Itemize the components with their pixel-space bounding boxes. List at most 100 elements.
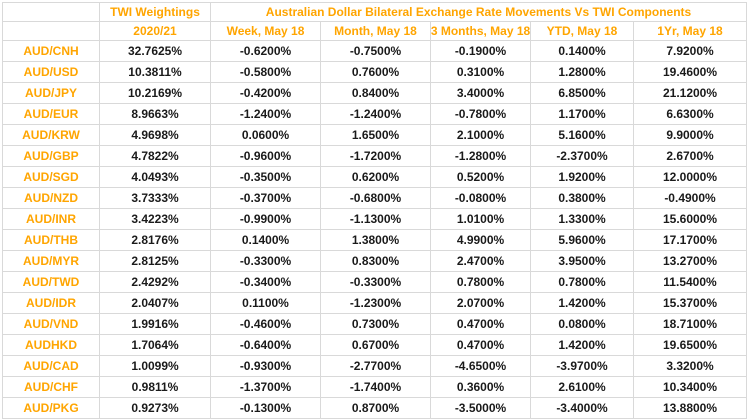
value-cell: 18.7100% (634, 314, 747, 335)
value-cell: 0.0800% (531, 314, 634, 335)
value-cell: 1.9916% (100, 314, 211, 335)
value-cell: 1.2800% (531, 62, 634, 83)
value-cell: 0.9811% (100, 377, 211, 398)
value-cell: 0.6200% (321, 167, 431, 188)
value-cell: 10.2169% (100, 83, 211, 104)
value-cell: 4.9900% (431, 230, 531, 251)
value-cell: -0.9300% (211, 356, 321, 377)
value-cell: 9.9000% (634, 125, 747, 146)
value-cell: 21.1200% (634, 83, 747, 104)
value-cell: -0.6400% (211, 335, 321, 356)
value-cell: 3.3200% (634, 356, 747, 377)
value-cell: 5.9600% (531, 230, 634, 251)
value-cell: -2.3700% (531, 146, 634, 167)
value-cell: 3.4000% (431, 83, 531, 104)
row-label-aud-chf: AUD/CHF (3, 377, 100, 398)
value-cell: 0.3600% (431, 377, 531, 398)
value-cell: 3.9500% (531, 251, 634, 272)
value-cell: 0.5200% (431, 167, 531, 188)
col-header-1yr: 1Yr, May 18 (634, 22, 747, 41)
value-cell: 0.4700% (431, 314, 531, 335)
col-header-ytd: YTD, May 18 (531, 22, 634, 41)
value-cell: 0.9273% (100, 398, 211, 419)
col-header-week: Week, May 18 (211, 22, 321, 41)
value-cell: 1.4200% (531, 335, 634, 356)
value-cell: 0.3100% (431, 62, 531, 83)
value-cell: -0.4600% (211, 314, 321, 335)
value-cell: -0.3300% (321, 272, 431, 293)
value-cell: 0.7800% (531, 272, 634, 293)
value-cell: -0.3400% (211, 272, 321, 293)
row-label-aud-cad: AUD/CAD (3, 356, 100, 377)
value-cell: 15.6000% (634, 209, 747, 230)
value-cell: 3.7333% (100, 188, 211, 209)
row-label-aud-sgd: AUD/SGD (3, 167, 100, 188)
corner-cell (3, 3, 100, 22)
value-cell: -3.4000% (531, 398, 634, 419)
value-cell: 1.3300% (531, 209, 634, 230)
value-cell: 11.5400% (634, 272, 747, 293)
value-cell: 0.6700% (321, 335, 431, 356)
value-cell: 0.7800% (431, 272, 531, 293)
value-cell: -3.9700% (531, 356, 634, 377)
value-cell: -0.3500% (211, 167, 321, 188)
value-cell: 0.8700% (321, 398, 431, 419)
value-cell: 0.7300% (321, 314, 431, 335)
value-cell: 10.3811% (100, 62, 211, 83)
value-cell: 13.2700% (634, 251, 747, 272)
value-cell: -1.1300% (321, 209, 431, 230)
value-cell: 6.6300% (634, 104, 747, 125)
value-cell: 2.4292% (100, 272, 211, 293)
row-label-aud-myr: AUD/MYR (3, 251, 100, 272)
value-cell: -0.4200% (211, 83, 321, 104)
value-cell: -1.2400% (211, 104, 321, 125)
row-label-aud-vnd: AUD/VND (3, 314, 100, 335)
value-cell: 32.7625% (100, 41, 211, 62)
value-cell: 0.8400% (321, 83, 431, 104)
value-cell: 3.4223% (100, 209, 211, 230)
value-cell: 1.6500% (321, 125, 431, 146)
value-cell: 2.0407% (100, 293, 211, 314)
value-cell: 1.4200% (531, 293, 634, 314)
value-cell: -0.9600% (211, 146, 321, 167)
value-cell: -1.7200% (321, 146, 431, 167)
value-cell: 2.4700% (431, 251, 531, 272)
value-cell: -0.6800% (321, 188, 431, 209)
row-label-aud-gbp: AUD/GBP (3, 146, 100, 167)
value-cell: 1.0099% (100, 356, 211, 377)
value-cell: 12.0000% (634, 167, 747, 188)
value-cell: 0.0600% (211, 125, 321, 146)
value-cell: 1.7064% (100, 335, 211, 356)
value-cell: -0.3300% (211, 251, 321, 272)
value-cell: 2.8176% (100, 230, 211, 251)
row-label-aud-usd: AUD/USD (3, 62, 100, 83)
value-cell: -0.4900% (634, 188, 747, 209)
value-cell: -0.9900% (211, 209, 321, 230)
row-label-aud-jpy: AUD/JPY (3, 83, 100, 104)
value-cell: 1.3800% (321, 230, 431, 251)
row-label-aud-pkg: AUD/PKG (3, 398, 100, 419)
value-cell: 2.6100% (531, 377, 634, 398)
value-cell: 0.1400% (531, 41, 634, 62)
row-label-aud-inr: AUD/INR (3, 209, 100, 230)
value-cell: -2.7700% (321, 356, 431, 377)
row-label-aud-krw: AUD/KRW (3, 125, 100, 146)
value-cell: -4.6500% (431, 356, 531, 377)
value-cell: -0.1300% (211, 398, 321, 419)
value-cell: -1.7400% (321, 377, 431, 398)
value-cell: -0.1900% (431, 41, 531, 62)
value-cell: -0.7800% (431, 104, 531, 125)
value-cell: -0.6200% (211, 41, 321, 62)
value-cell: 1.9200% (531, 167, 634, 188)
row-label-aud-idr: AUD/IDR (3, 293, 100, 314)
value-cell: -0.5800% (211, 62, 321, 83)
row-label-aud-eur: AUD/EUR (3, 104, 100, 125)
value-cell: 7.9200% (634, 41, 747, 62)
value-cell: -0.0800% (431, 188, 531, 209)
row-label-aud-nzd: AUD/NZD (3, 188, 100, 209)
value-cell: 2.0700% (431, 293, 531, 314)
value-cell: 0.1400% (211, 230, 321, 251)
value-cell: 4.9698% (100, 125, 211, 146)
value-cell: 0.8300% (321, 251, 431, 272)
